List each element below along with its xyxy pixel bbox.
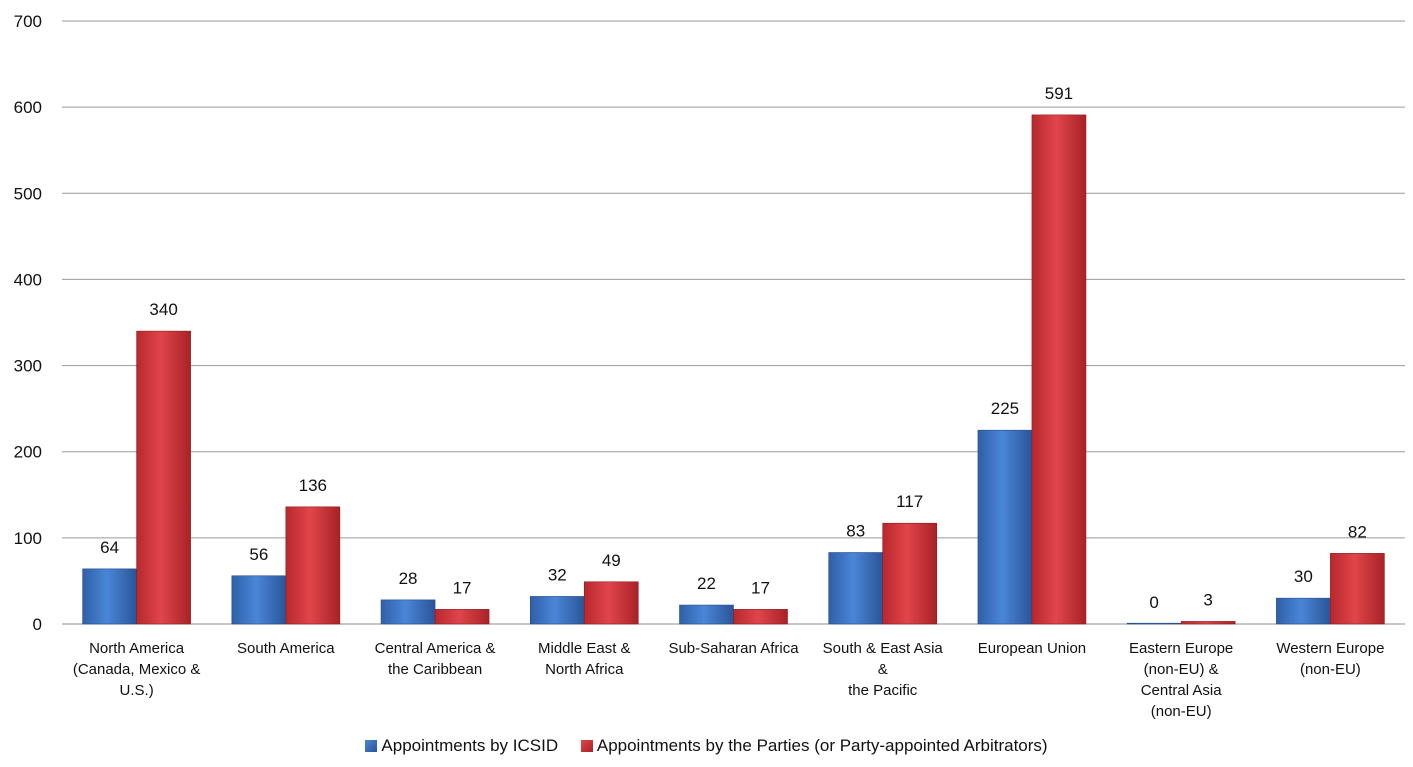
bar-parties xyxy=(136,330,191,625)
data-label: 32 xyxy=(548,565,567,584)
y-axis-tick-labels: 0 100 200 300 400 500 600 700 xyxy=(14,12,42,634)
bar-parties xyxy=(1031,114,1087,625)
data-label: 225 xyxy=(991,399,1019,418)
x-category-label: Eastern Europe (non-EU) & Central Asia (non… xyxy=(1129,640,1233,720)
bar-parties xyxy=(1180,621,1236,625)
bars xyxy=(82,114,1385,625)
x-category-label-line: Central America & xyxy=(375,640,496,657)
x-category-label-line: Central Asia xyxy=(1141,682,1223,699)
x-category-label: Sub-Saharan Africa xyxy=(668,640,799,657)
x-category-label-line: North America xyxy=(89,640,185,657)
legend: Appointments by ICSID Appointments by th… xyxy=(0,736,1413,757)
bar-parties xyxy=(1330,553,1385,625)
x-category-label-line: the Caribbean xyxy=(388,661,482,678)
data-label: 22 xyxy=(697,574,716,593)
x-category-label-line: Sub-Saharan Africa xyxy=(668,640,799,657)
x-category-label-line: (non-EU) xyxy=(1300,661,1361,678)
legend-label-parties: Appointments by the Parties (or Party-ap… xyxy=(596,736,1048,755)
data-label: 64 xyxy=(100,538,119,557)
y-tick-label: 0 xyxy=(33,615,42,634)
x-category-label-line: (Canada, Mexico & xyxy=(73,661,201,678)
data-label: 591 xyxy=(1045,84,1073,103)
bar-parties xyxy=(882,522,938,625)
bar-icsid xyxy=(529,596,585,625)
y-tick-label: 300 xyxy=(14,357,42,376)
data-labels: 64 340 56 136 28 17 32 49 22 17 83 117 225 591 0 3 30 82 xyxy=(100,84,1367,612)
x-category-label-line: Eastern Europe xyxy=(1129,640,1233,657)
y-tick-label: 100 xyxy=(14,529,42,548)
bar-parties xyxy=(733,609,788,625)
bar-icsid xyxy=(1126,622,1182,625)
bar-icsid xyxy=(231,575,287,625)
bar-icsid xyxy=(828,552,884,625)
x-category-label-line: Western Europe xyxy=(1276,640,1384,657)
data-label: 17 xyxy=(453,578,472,597)
y-tick-label: 400 xyxy=(14,270,42,289)
x-category-label-line: (non-EU) xyxy=(1151,703,1212,720)
x-category-label-line: the Pacific xyxy=(848,682,918,699)
bar-parties xyxy=(434,609,490,625)
y-tick-label: 600 xyxy=(14,98,42,117)
legend-swatch-icsid xyxy=(365,740,378,752)
x-category-label-line: European Union xyxy=(978,640,1086,657)
y-tick-label: 700 xyxy=(14,12,42,31)
data-label: 340 xyxy=(149,300,177,319)
x-category-label-line: Middle East & xyxy=(538,640,631,657)
bar-parties xyxy=(285,506,341,625)
data-label: 49 xyxy=(602,551,621,570)
bar-icsid xyxy=(82,568,137,625)
gridlines xyxy=(62,20,1405,625)
x-category-label-line: (non-EU) & xyxy=(1144,661,1219,678)
data-label: 28 xyxy=(399,569,418,588)
bar-icsid xyxy=(380,599,436,625)
x-category-label: Western Europe (non-EU) xyxy=(1276,640,1384,678)
legend-item-parties: Appointments by the Parties (or Party-ap… xyxy=(580,736,1048,756)
data-label: 0 xyxy=(1149,593,1158,612)
data-label: 82 xyxy=(1348,522,1367,541)
y-tick-label: 200 xyxy=(14,443,42,462)
data-label: 17 xyxy=(751,578,770,597)
data-label: 56 xyxy=(249,545,268,564)
x-category-label: European Union xyxy=(978,640,1086,657)
data-label: 3 xyxy=(1203,590,1212,609)
x-category-label: Central America & the Caribbean xyxy=(375,640,496,678)
x-category-label: South & East Asia & the Pacific xyxy=(823,640,944,699)
x-category-label: South America xyxy=(237,640,335,657)
x-category-label: North America (Canada, Mexico & U.S.) xyxy=(73,640,201,699)
x-category-label: Middle East & North Africa xyxy=(538,640,631,678)
legend-item-icsid: Appointments by ICSID xyxy=(365,736,558,756)
bar-icsid xyxy=(679,604,734,625)
x-category-label-line: South America xyxy=(237,640,335,657)
legend-swatch-parties xyxy=(580,740,593,752)
x-category-label-line: & xyxy=(878,661,888,678)
data-label: 30 xyxy=(1294,567,1313,586)
bar-icsid xyxy=(977,429,1033,625)
x-category-label-line: South & East Asia xyxy=(823,640,944,657)
data-label: 83 xyxy=(846,522,865,541)
x-category-label-line: North Africa xyxy=(545,661,624,678)
legend-label-icsid: Appointments by ICSID xyxy=(381,736,559,755)
bar-icsid xyxy=(1276,597,1331,625)
x-axis-category-labels: North America (Canada, Mexico & U.S.) South… xyxy=(73,640,1385,720)
bar-parties xyxy=(583,581,639,625)
x-category-label-line: U.S.) xyxy=(120,682,154,699)
data-label: 117 xyxy=(896,492,923,511)
data-label: 136 xyxy=(299,476,327,495)
y-tick-label: 500 xyxy=(14,184,42,203)
